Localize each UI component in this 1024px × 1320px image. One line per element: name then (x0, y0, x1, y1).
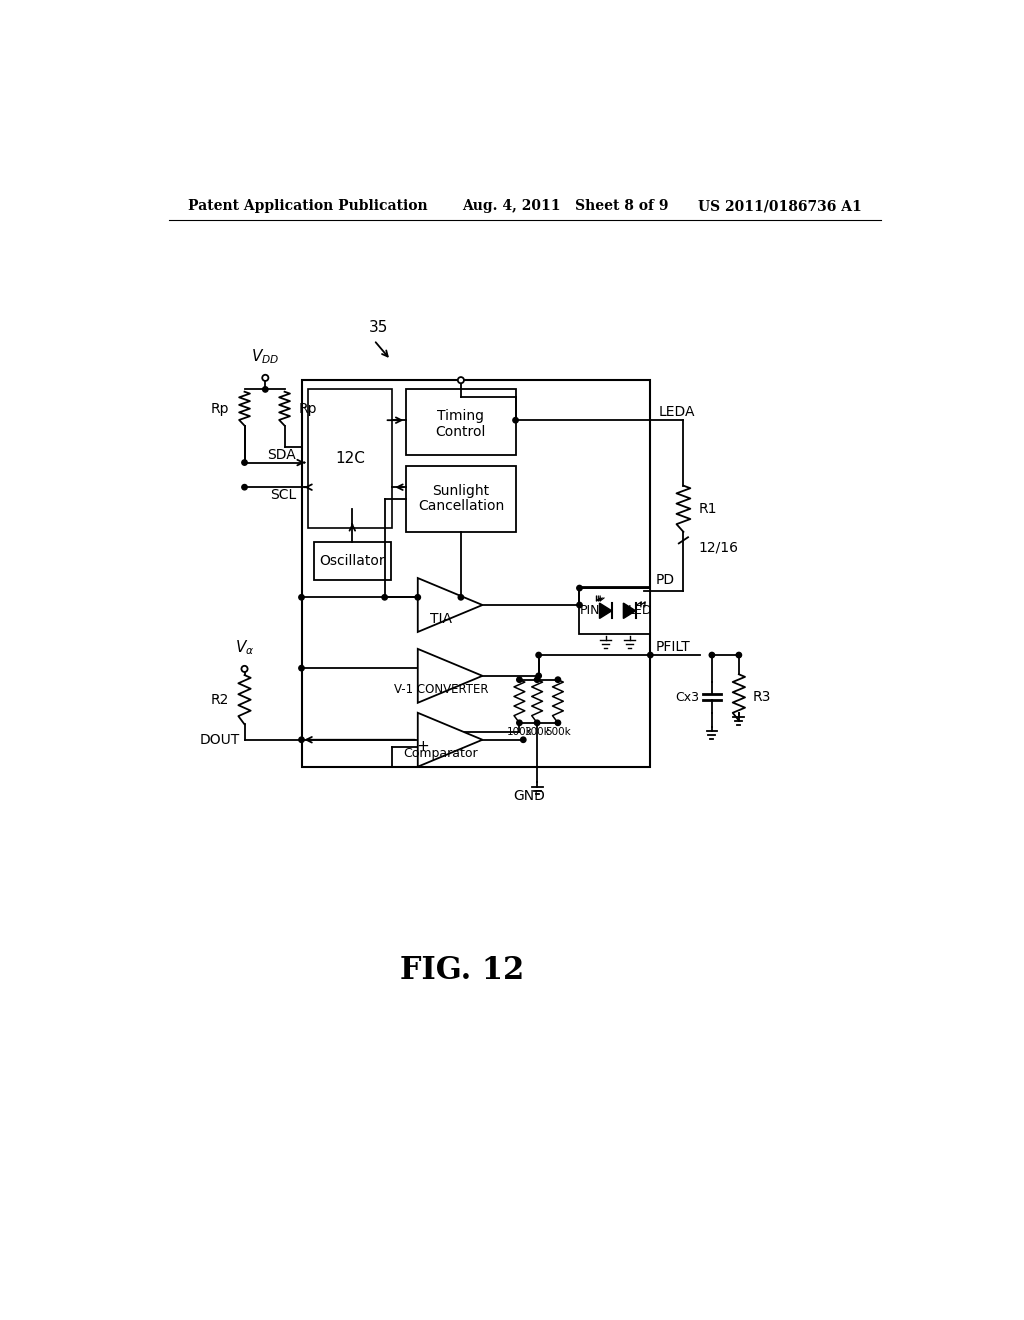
Text: Cx3: Cx3 (676, 690, 699, 704)
Text: Sunlight: Sunlight (432, 484, 489, 498)
Polygon shape (418, 649, 482, 702)
Circle shape (242, 484, 247, 490)
Bar (301, 380, 650, 767)
Circle shape (536, 673, 542, 678)
Text: SDA: SDA (267, 447, 296, 462)
Text: DOUT: DOUT (200, 733, 240, 747)
Bar (313, 543, 391, 581)
Text: R3: R3 (753, 690, 771, 705)
Circle shape (415, 594, 421, 601)
Text: TIA: TIA (430, 612, 452, 626)
Circle shape (262, 375, 268, 381)
Text: PFILT: PFILT (655, 640, 690, 655)
Circle shape (555, 677, 560, 682)
Circle shape (299, 665, 304, 671)
Circle shape (513, 417, 518, 422)
Text: 100k: 100k (507, 727, 532, 737)
Text: 500k: 500k (545, 727, 570, 737)
Circle shape (736, 652, 741, 657)
Circle shape (555, 721, 560, 726)
Polygon shape (624, 603, 636, 619)
Text: PD: PD (655, 573, 675, 587)
Text: 300k: 300k (524, 727, 550, 737)
Text: R2: R2 (211, 693, 229, 706)
Polygon shape (599, 603, 611, 619)
Text: Patent Application Publication: Patent Application Publication (188, 199, 428, 213)
Polygon shape (418, 578, 482, 632)
Text: Timing: Timing (437, 409, 484, 424)
Circle shape (577, 585, 583, 591)
Text: Aug. 4, 2011   Sheet 8 of 9: Aug. 4, 2011 Sheet 8 of 9 (462, 199, 669, 213)
Text: V-1 CONVERTER: V-1 CONVERTER (393, 684, 488, 696)
Circle shape (458, 594, 464, 601)
Circle shape (299, 737, 304, 742)
Text: US 2011/0186736 A1: US 2011/0186736 A1 (698, 199, 862, 213)
Text: PIN: PIN (580, 605, 600, 618)
Bar (407, 389, 515, 455)
Text: R1: R1 (698, 502, 718, 516)
Bar (580, 587, 650, 635)
Circle shape (710, 652, 715, 657)
Circle shape (535, 721, 540, 726)
Text: SCL: SCL (270, 488, 296, 502)
Circle shape (299, 594, 304, 601)
Text: 12C: 12C (335, 451, 365, 466)
Circle shape (536, 652, 542, 657)
Text: Oscillator: Oscillator (319, 554, 385, 568)
Text: LEDA: LEDA (658, 405, 695, 420)
Circle shape (262, 387, 268, 392)
Circle shape (535, 677, 540, 682)
Text: FIG. 12: FIG. 12 (399, 956, 524, 986)
Text: Control: Control (435, 425, 486, 438)
Text: Cancellation: Cancellation (418, 499, 504, 513)
Circle shape (242, 459, 247, 465)
Circle shape (647, 652, 653, 657)
Circle shape (577, 602, 583, 607)
Text: $V_{\alpha}$: $V_{\alpha}$ (234, 638, 254, 656)
Circle shape (517, 677, 522, 682)
Circle shape (458, 378, 464, 383)
Bar (407, 466, 515, 532)
Circle shape (520, 737, 526, 742)
Text: LED: LED (628, 605, 652, 618)
Circle shape (242, 665, 248, 672)
Text: 12/16: 12/16 (698, 540, 739, 554)
Circle shape (517, 721, 522, 726)
Text: Rp: Rp (298, 401, 316, 416)
Text: +: + (417, 739, 429, 754)
Polygon shape (418, 713, 482, 767)
Text: GND: GND (513, 789, 546, 803)
Text: Rp: Rp (211, 401, 229, 416)
Text: 35: 35 (370, 321, 389, 335)
Text: $V_{DD}$: $V_{DD}$ (251, 347, 280, 367)
Circle shape (382, 594, 387, 601)
Bar (307, 389, 392, 528)
Text: Comparator: Comparator (403, 747, 478, 760)
